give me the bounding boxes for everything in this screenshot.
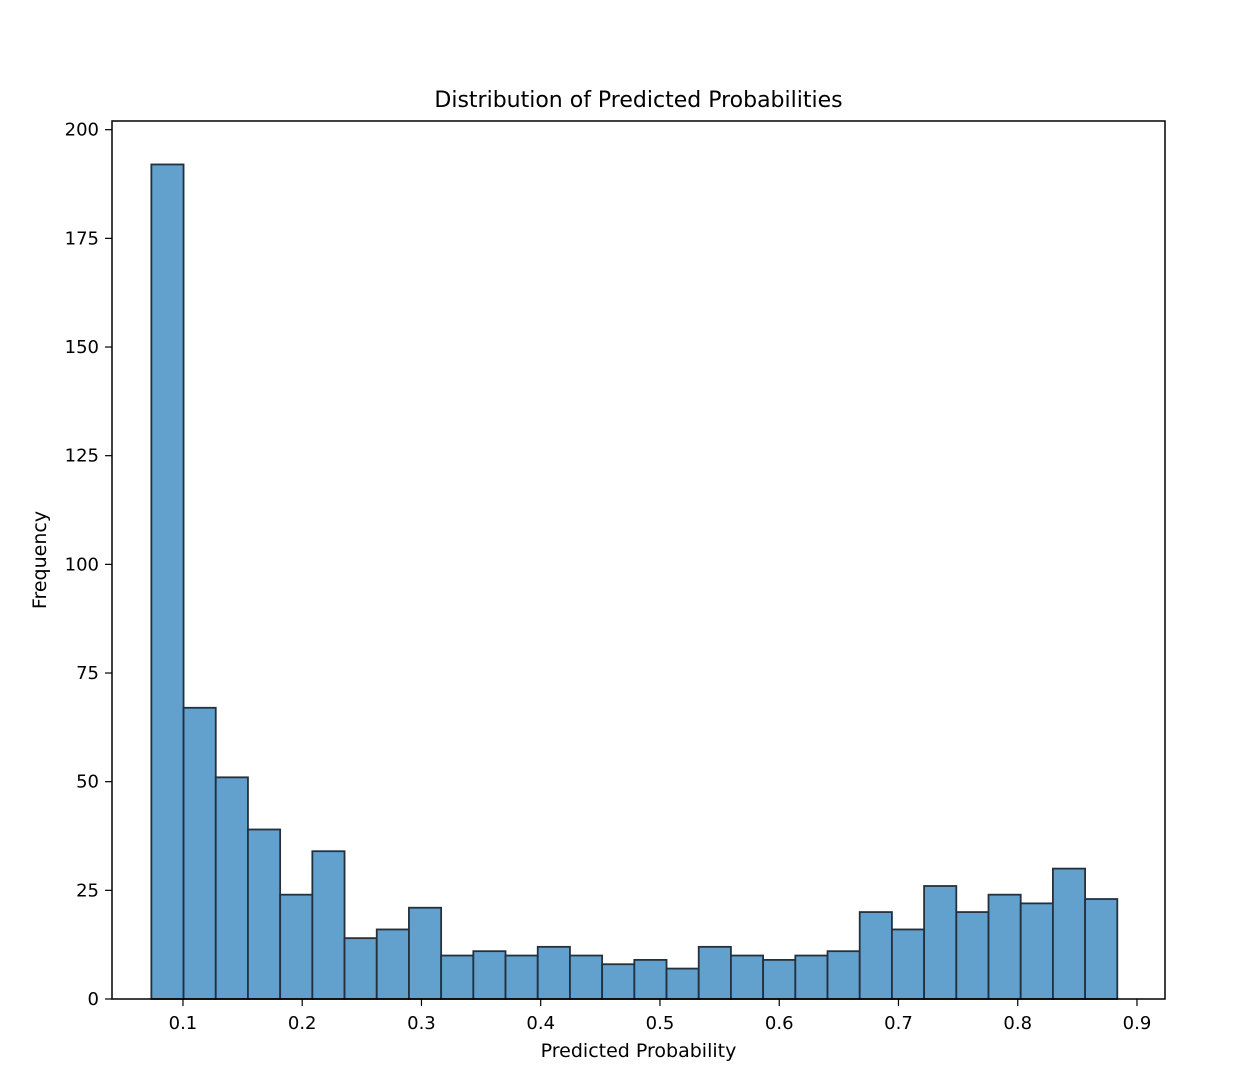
histogram-bar [665,967,700,1000]
y-tick-label: 100 [65,554,99,575]
histogram-bar [408,906,443,1000]
x-tick-label: 0.7 [884,1013,913,1034]
histogram-bar [730,954,765,1000]
histogram-bar [343,937,378,1000]
y-tick-label: 175 [65,228,99,249]
y-tick-label: 25 [76,880,99,901]
x-tick-label: 0.2 [288,1013,317,1034]
x-axis-label: Predicted Probability [541,1040,737,1062]
x-tick-label: 0.6 [765,1013,794,1034]
histogram-bar [279,893,314,1000]
x-axis-ticks: 0.1 0.2 0.3 0.4 0.5 0.6 0.7 0.8 0.9 [169,999,1152,1034]
histogram-bar [472,950,507,1000]
histogram-bar [891,928,926,1000]
x-tick-label: 0.9 [1123,1013,1152,1034]
histogram-bar [536,945,571,1000]
histogram-bar [923,885,958,1000]
histogram-bar [569,954,604,1000]
bars-group [150,163,1119,1000]
histogram-bar [858,911,893,1000]
y-axis-label: Frequency [29,511,51,609]
histogram-bar [762,958,797,1000]
histogram-bar [1052,867,1087,1000]
histogram-bar [247,828,282,1000]
histogram-bar [214,776,249,1000]
histogram-bar [697,945,732,1000]
y-tick-label: 125 [65,446,99,467]
histogram-bar [633,958,668,1000]
x-tick-label: 0.3 [407,1013,436,1034]
histogram-bar [987,893,1022,1000]
histogram-bar [150,163,185,1000]
histogram-bar [601,963,636,1000]
y-axis-ticks: 0 25 50 75 100 125 150 175 200 [65,120,112,1010]
chart-title: Distribution of Predicted Probabilities [434,88,842,113]
histogram-bar [1084,898,1119,1000]
histogram-bar [955,911,990,1000]
y-tick-label: 150 [65,337,99,358]
histogram-bar [826,950,861,1000]
x-tick-label: 0.4 [526,1013,555,1034]
histogram-bar [1019,902,1054,1000]
y-tick-label: 50 [76,772,99,793]
y-tick-label: 0 [88,989,99,1010]
x-tick-label: 0.1 [169,1013,198,1034]
histogram-bar [440,954,475,1000]
y-tick-label: 75 [76,663,99,684]
plot-frame [111,120,1166,1000]
histogram-bar [311,850,346,1000]
y-tick-label: 200 [65,120,99,141]
x-tick-label: 0.5 [646,1013,675,1034]
histogram-bar [182,706,217,1000]
x-tick-label: 0.8 [1003,1013,1032,1034]
histogram-bar [504,954,539,1000]
histogram-bar [794,954,829,1000]
histogram-bar [375,928,410,1000]
